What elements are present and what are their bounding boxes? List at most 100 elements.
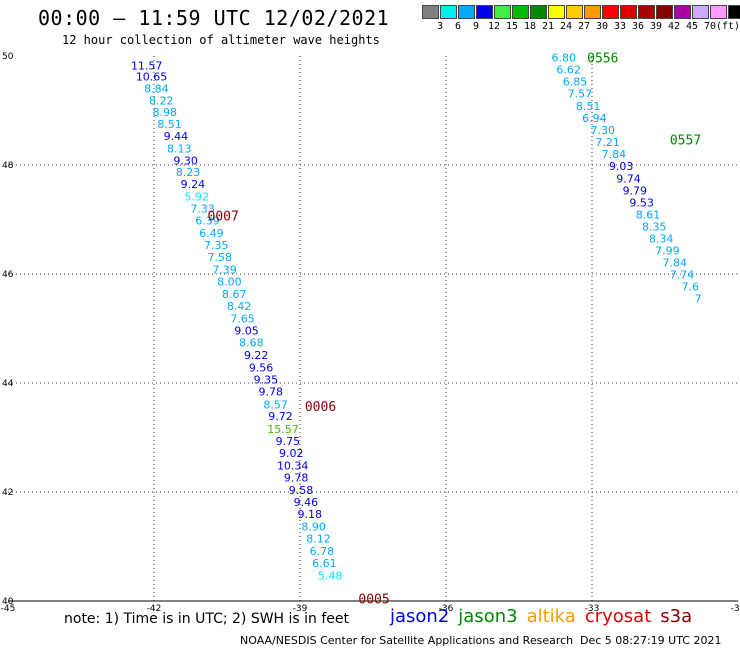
- wave-height-value: 9.02: [279, 447, 304, 460]
- wave-height-value: 7.21: [595, 136, 620, 149]
- wave-height-value: 8.22: [149, 95, 174, 108]
- pass-labels: 0007 0006 0005 0556 0557: [208, 52, 702, 608]
- legend-swatch: [512, 5, 529, 19]
- wave-height-value: 7.84: [602, 148, 627, 161]
- legend-swatch: [638, 5, 655, 19]
- legend-swatch: [440, 5, 457, 19]
- legend-swatch: [656, 5, 673, 19]
- chart-subtitle: 12 hour collection of altimeter wave hei…: [62, 33, 380, 47]
- wave-height-value: 6.61: [312, 557, 337, 570]
- legend-label: 12: [487, 21, 501, 32]
- wave-height-value: 9.53: [629, 197, 654, 210]
- satellite-jason2: jason2: [390, 606, 450, 627]
- lat-tick-label: 44: [2, 379, 14, 389]
- legend-swatch: [566, 5, 583, 19]
- legend-swatch: [674, 5, 691, 19]
- legend-label: 15: [505, 21, 519, 32]
- wave-height-value: 8.12: [306, 532, 331, 545]
- legend-label: 39: [649, 21, 663, 32]
- pass-number-label: 0557: [670, 133, 701, 148]
- wave-height-value: 8.67: [222, 288, 247, 301]
- wave-height-value: 9.78: [259, 386, 284, 399]
- legend-label: 9: [472, 21, 480, 32]
- legend-swatch: [620, 5, 637, 19]
- credit-text: NOAA/NESDIS Center for Satellite Applica…: [240, 634, 574, 647]
- wave-height-value: 8.00: [217, 276, 242, 289]
- legend-swatch: [602, 5, 619, 19]
- satellite-legend: jason2 jason3 altika cryosat s3a: [390, 606, 701, 627]
- wave-height-value: 7.30: [590, 124, 615, 137]
- pass-number-label: 0005: [358, 592, 389, 607]
- satellite-altika: altika: [526, 606, 576, 627]
- wave-height-value: 9.30: [173, 155, 198, 168]
- wave-height-value: 8.84: [144, 83, 169, 96]
- wave-height-value: 9.44: [164, 130, 189, 143]
- map-grid: [8, 56, 738, 601]
- wave-height-value: 7.39: [212, 264, 237, 277]
- wave-height-value: 8.61: [636, 209, 661, 222]
- legend-swatch: [710, 5, 727, 19]
- wave-height-value: 11.57: [131, 59, 163, 72]
- wave-height-value: 7.6: [682, 281, 700, 294]
- lon-tick-label: -33: [585, 604, 600, 614]
- wave-height-value: 7: [695, 293, 702, 306]
- wave-height-value: 8.68: [239, 337, 264, 350]
- wave-height-value: 8.42: [227, 300, 252, 313]
- lat-tick-label: 50: [2, 52, 14, 62]
- wave-height-map: -45 -42 -39 -36 -33 -30 50 48 46 44 42 40 11.5710.6…: [1, 52, 740, 614]
- lon-tick-label: -39: [293, 604, 308, 614]
- wave-height-value: 8.90: [301, 520, 326, 533]
- wave-height-value: 9.74: [616, 173, 641, 186]
- wave-height-value: 8.57: [263, 398, 288, 411]
- wave-height-value: 10.65: [136, 71, 168, 84]
- legend-swatch: [458, 5, 475, 19]
- wave-height-value: 6.39: [195, 215, 220, 228]
- pass-number-label: 0007: [208, 210, 239, 225]
- legend-label: 6: [454, 21, 462, 32]
- wave-height-values: 11.5710.658.848.228.988.519.448.139.308.…: [131, 52, 702, 583]
- satellite-s3a: s3a: [660, 606, 693, 627]
- legend-swatch: [548, 5, 565, 19]
- wave-height-value: 7.35: [204, 239, 229, 252]
- chart-title: 00:00 — 11:59 UTC 12/02/2021: [38, 6, 390, 30]
- lat-tick-label: 48: [2, 161, 14, 171]
- wave-height-value: 6.49: [199, 227, 224, 240]
- wave-height-value: 5.48: [318, 569, 343, 582]
- legend-swatch: [728, 5, 740, 19]
- legend-label: 36: [631, 21, 645, 32]
- pass-number-label: 0556: [587, 52, 618, 67]
- wave-height-value: 8.35: [642, 221, 667, 234]
- lat-tick-label: 40: [2, 597, 14, 607]
- legend-label: 24: [559, 21, 573, 32]
- usage-note: note: 1) Time is in UTC; 2) SWH is in fe…: [64, 611, 350, 627]
- wave-height-value: 8.23: [176, 166, 201, 179]
- wave-height-value: 7.65: [230, 313, 255, 326]
- wave-height-value: 7.33: [190, 203, 215, 216]
- pass-number-label: 0006: [305, 400, 336, 415]
- legend-label: 3: [436, 21, 444, 32]
- wave-height-value: 8.51: [576, 100, 601, 113]
- color-scale-legend: [422, 5, 740, 19]
- lon-tick-label: -36: [439, 604, 454, 614]
- legend-label: 45: [685, 21, 699, 32]
- wave-height-value: 9.56: [249, 362, 274, 375]
- satellite-cryosat: cryosat: [584, 606, 652, 627]
- wave-height-value: 8.13: [167, 143, 192, 156]
- wave-height-value: 8.51: [157, 118, 182, 131]
- legend-label: 30: [595, 21, 609, 32]
- lon-tick-label: -42: [147, 604, 162, 614]
- wave-height-value: 8.34: [649, 233, 674, 246]
- wave-height-value: 7.99: [655, 245, 680, 258]
- wave-height-value: 9.79: [623, 185, 648, 198]
- legend-label: 42: [667, 21, 681, 32]
- wave-height-value: 9.35: [254, 374, 279, 387]
- legend-swatch: [476, 5, 493, 19]
- wave-height-value: 7.58: [207, 251, 232, 264]
- wave-height-value: 7.74: [670, 269, 695, 282]
- legend-label: (ft): [715, 21, 740, 32]
- lon-tick-label: -30: [731, 604, 740, 614]
- wave-height-value: 9.75: [276, 435, 301, 448]
- wave-height-value: 6.80: [552, 52, 577, 65]
- wave-height-value: 9.22: [244, 349, 269, 362]
- wave-height-value: 7.84: [662, 257, 687, 270]
